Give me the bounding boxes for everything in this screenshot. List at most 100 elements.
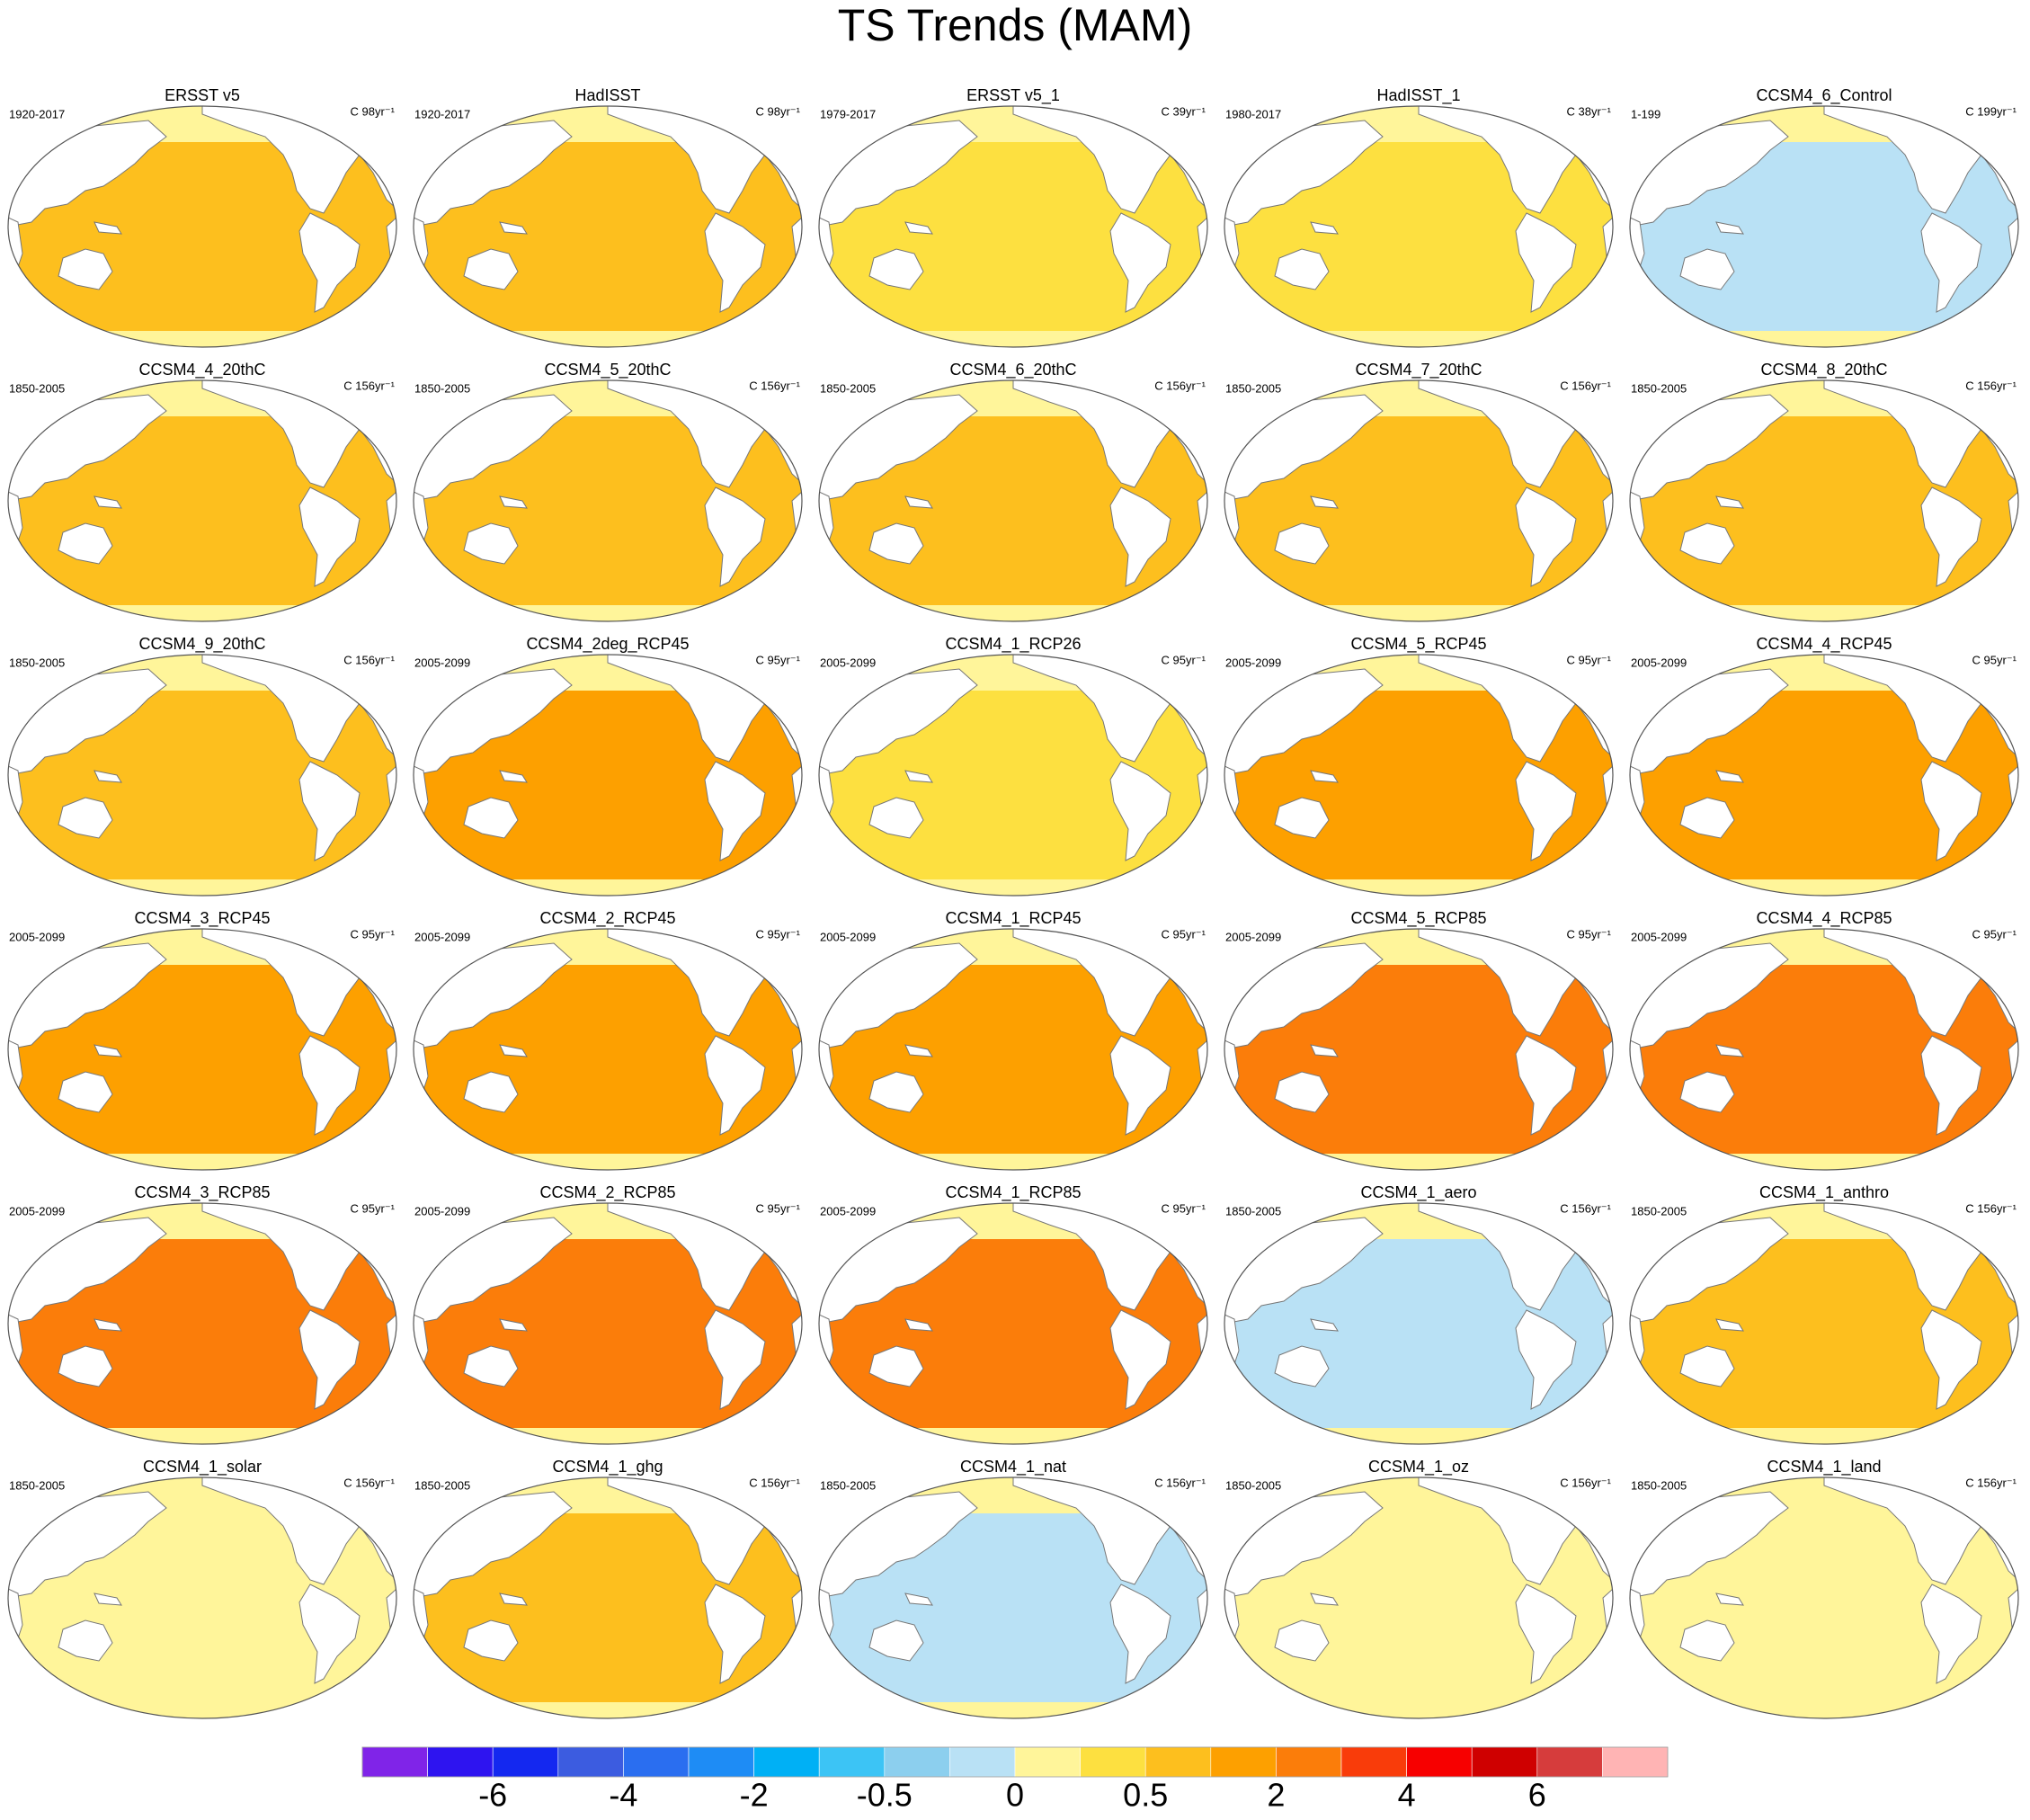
colorbar-segment [1210,1746,1277,1778]
map-border [7,1202,397,1445]
map-border [413,1477,803,1719]
panel-period: 1850-2005 [1225,381,1281,395]
panel-units: C 156yr⁻¹ [1965,1201,2017,1215]
map-border [818,105,1208,348]
map-border [7,105,397,348]
panel-units: C 156yr⁻¹ [343,653,395,666]
panel-period: 2005-2099 [1225,930,1281,943]
map-border [818,654,1208,897]
panel-title: CCSM4_6_Control [1756,86,1892,105]
panel-units: C 156yr⁻¹ [1154,1476,1206,1489]
map-border [1629,105,2019,348]
panel-title: CCSM4_2_RCP45 [539,909,675,928]
panel-period: 2005-2099 [9,1204,65,1218]
panel-period: 2005-2099 [1631,656,1687,669]
panel-units: C 95yr⁻¹ [756,1201,801,1215]
colorbar-segment [884,1746,950,1778]
colorbar-segment [949,1746,1016,1778]
panel-title: CCSM4_1_anthro [1759,1183,1889,1202]
map-border [1629,379,2019,622]
panel-title: ERSST v5 [165,86,240,104]
panel-period: 2005-2099 [820,930,876,943]
panel-units: C 95yr⁻¹ [1567,927,1612,941]
panel-units: C 156yr⁻¹ [749,1476,800,1489]
map-panel: CCSM4_2_RCP85 2005-2099 C 95yr⁻¹ [413,1183,803,1445]
map-panel: HadISST 1920-2017 C 98yr⁻¹ [413,86,803,348]
map-panel: CCSM4_4_RCP85 2005-2099 C 95yr⁻¹ [1629,909,2019,1171]
panel-period: 2005-2099 [1225,656,1281,669]
colorbar-segment [1014,1746,1081,1778]
colorbar-tick-label: 6 [1528,1777,1546,1814]
map-panel: CCSM4_1_land 1850-2005 C 156yr⁻¹ [1629,1458,2019,1719]
panel-title: CCSM4_9_20thC [138,635,265,654]
panel-period: 1980-2017 [1225,107,1281,120]
map-border [413,379,803,622]
panel-period: 1850-2005 [1631,1478,1687,1492]
panel-title: CCSM4_2_RCP85 [539,1183,675,1202]
colorbar-segment [1276,1746,1342,1778]
panel-period: 1850-2005 [1225,1204,1281,1218]
colorbar-segment [1406,1746,1473,1778]
panel-units: C 156yr⁻¹ [343,379,395,392]
panel-title: CCSM4_3_RCP45 [134,909,270,928]
panel-title: CCSM4_1_ghg [552,1458,663,1477]
map-panel: CCSM4_1_nat 1850-2005 C 156yr⁻¹ [818,1458,1208,1719]
map-panel: CCSM4_9_20thC 1850-2005 C 156yr⁻¹ [7,635,397,897]
panel-period: 1850-2005 [1225,1478,1281,1492]
figure-title: TS Trends (MAM) [838,0,1192,50]
map-border [818,928,1208,1171]
map-panel: CCSM4_5_20thC 1850-2005 C 156yr⁻¹ [413,361,803,622]
panel-period: 2005-2099 [414,656,470,669]
colorbar-segment [1340,1746,1407,1778]
panel-units: C 95yr⁻¹ [1162,653,1206,666]
colorbar-tick-label: 2 [1267,1777,1285,1814]
panel-title: CCSM4_5_RCP85 [1350,909,1486,928]
colorbar-segment [492,1746,559,1778]
panel-title: CCSM4_6_20thC [949,361,1076,379]
colorbar-segment [688,1746,754,1778]
panel-period: 2005-2099 [9,930,65,943]
panel-period: 1920-2017 [9,107,65,120]
map-border [1629,1202,2019,1445]
panel-title: CCSM4_4_RCP85 [1756,909,1892,928]
panel-units: C 95yr⁻¹ [1567,653,1612,666]
map-panel: ERSST v5 1920-2017 C 98yr⁻¹ [7,86,397,348]
colorbar-segment [1602,1746,1669,1778]
colorbar-tick-label: -0.5 [857,1777,913,1814]
panel-units: C 95yr⁻¹ [756,927,801,941]
map-border [7,928,397,1171]
panel-period: 1850-2005 [1631,1204,1687,1218]
panel-title: CCSM4_1_solar [143,1458,262,1477]
colorbar-tick-label: 0.5 [1123,1777,1168,1814]
map-panel: CCSM4_6_Control 1-199 C 199yr⁻¹ [1629,86,2019,348]
panel-period: 1850-2005 [9,381,65,395]
panel-units: C 95yr⁻¹ [351,927,396,941]
colorbar-segment [1144,1746,1212,1778]
colorbar-segment [753,1746,820,1778]
colorbar-segment [1080,1746,1146,1778]
panel-title: CCSM4_4_RCP45 [1756,635,1892,654]
panel-units: C 39yr⁻¹ [1162,104,1206,118]
panel-period: 1850-2005 [1631,381,1687,395]
colorbar-segment [427,1746,494,1778]
map-border [1224,1202,1614,1445]
panel-units: C 95yr⁻¹ [1162,1201,1206,1215]
colorbar-tick-label: -6 [478,1777,507,1814]
colorbar-segment [361,1746,428,1778]
map-panel: CCSM4_5_RCP85 2005-2099 C 95yr⁻¹ [1224,909,1614,1171]
panel-title: CCSM4_3_RCP85 [134,1183,270,1202]
map-panel: CCSM4_3_RCP85 2005-2099 C 95yr⁻¹ [7,1183,397,1445]
panel-units: C 95yr⁻¹ [1972,653,2017,666]
map-panel: CCSM4_1_RCP45 2005-2099 C 95yr⁻¹ [818,909,1208,1171]
panel-title: CCSM4_4_20thC [138,361,265,379]
panel-units: C 156yr⁻¹ [1965,379,2017,392]
panel-title: CCSM4_1_RCP45 [945,909,1081,928]
panel-title: CCSM4_5_20thC [544,361,671,379]
panel-period: 1850-2005 [414,381,470,395]
panel-units: C 156yr⁻¹ [1560,1476,1611,1489]
map-border [818,1202,1208,1445]
panel-title: CCSM4_5_RCP45 [1350,635,1486,654]
colorbar-tick-label: -2 [740,1777,769,1814]
colorbar-segment [557,1746,624,1778]
